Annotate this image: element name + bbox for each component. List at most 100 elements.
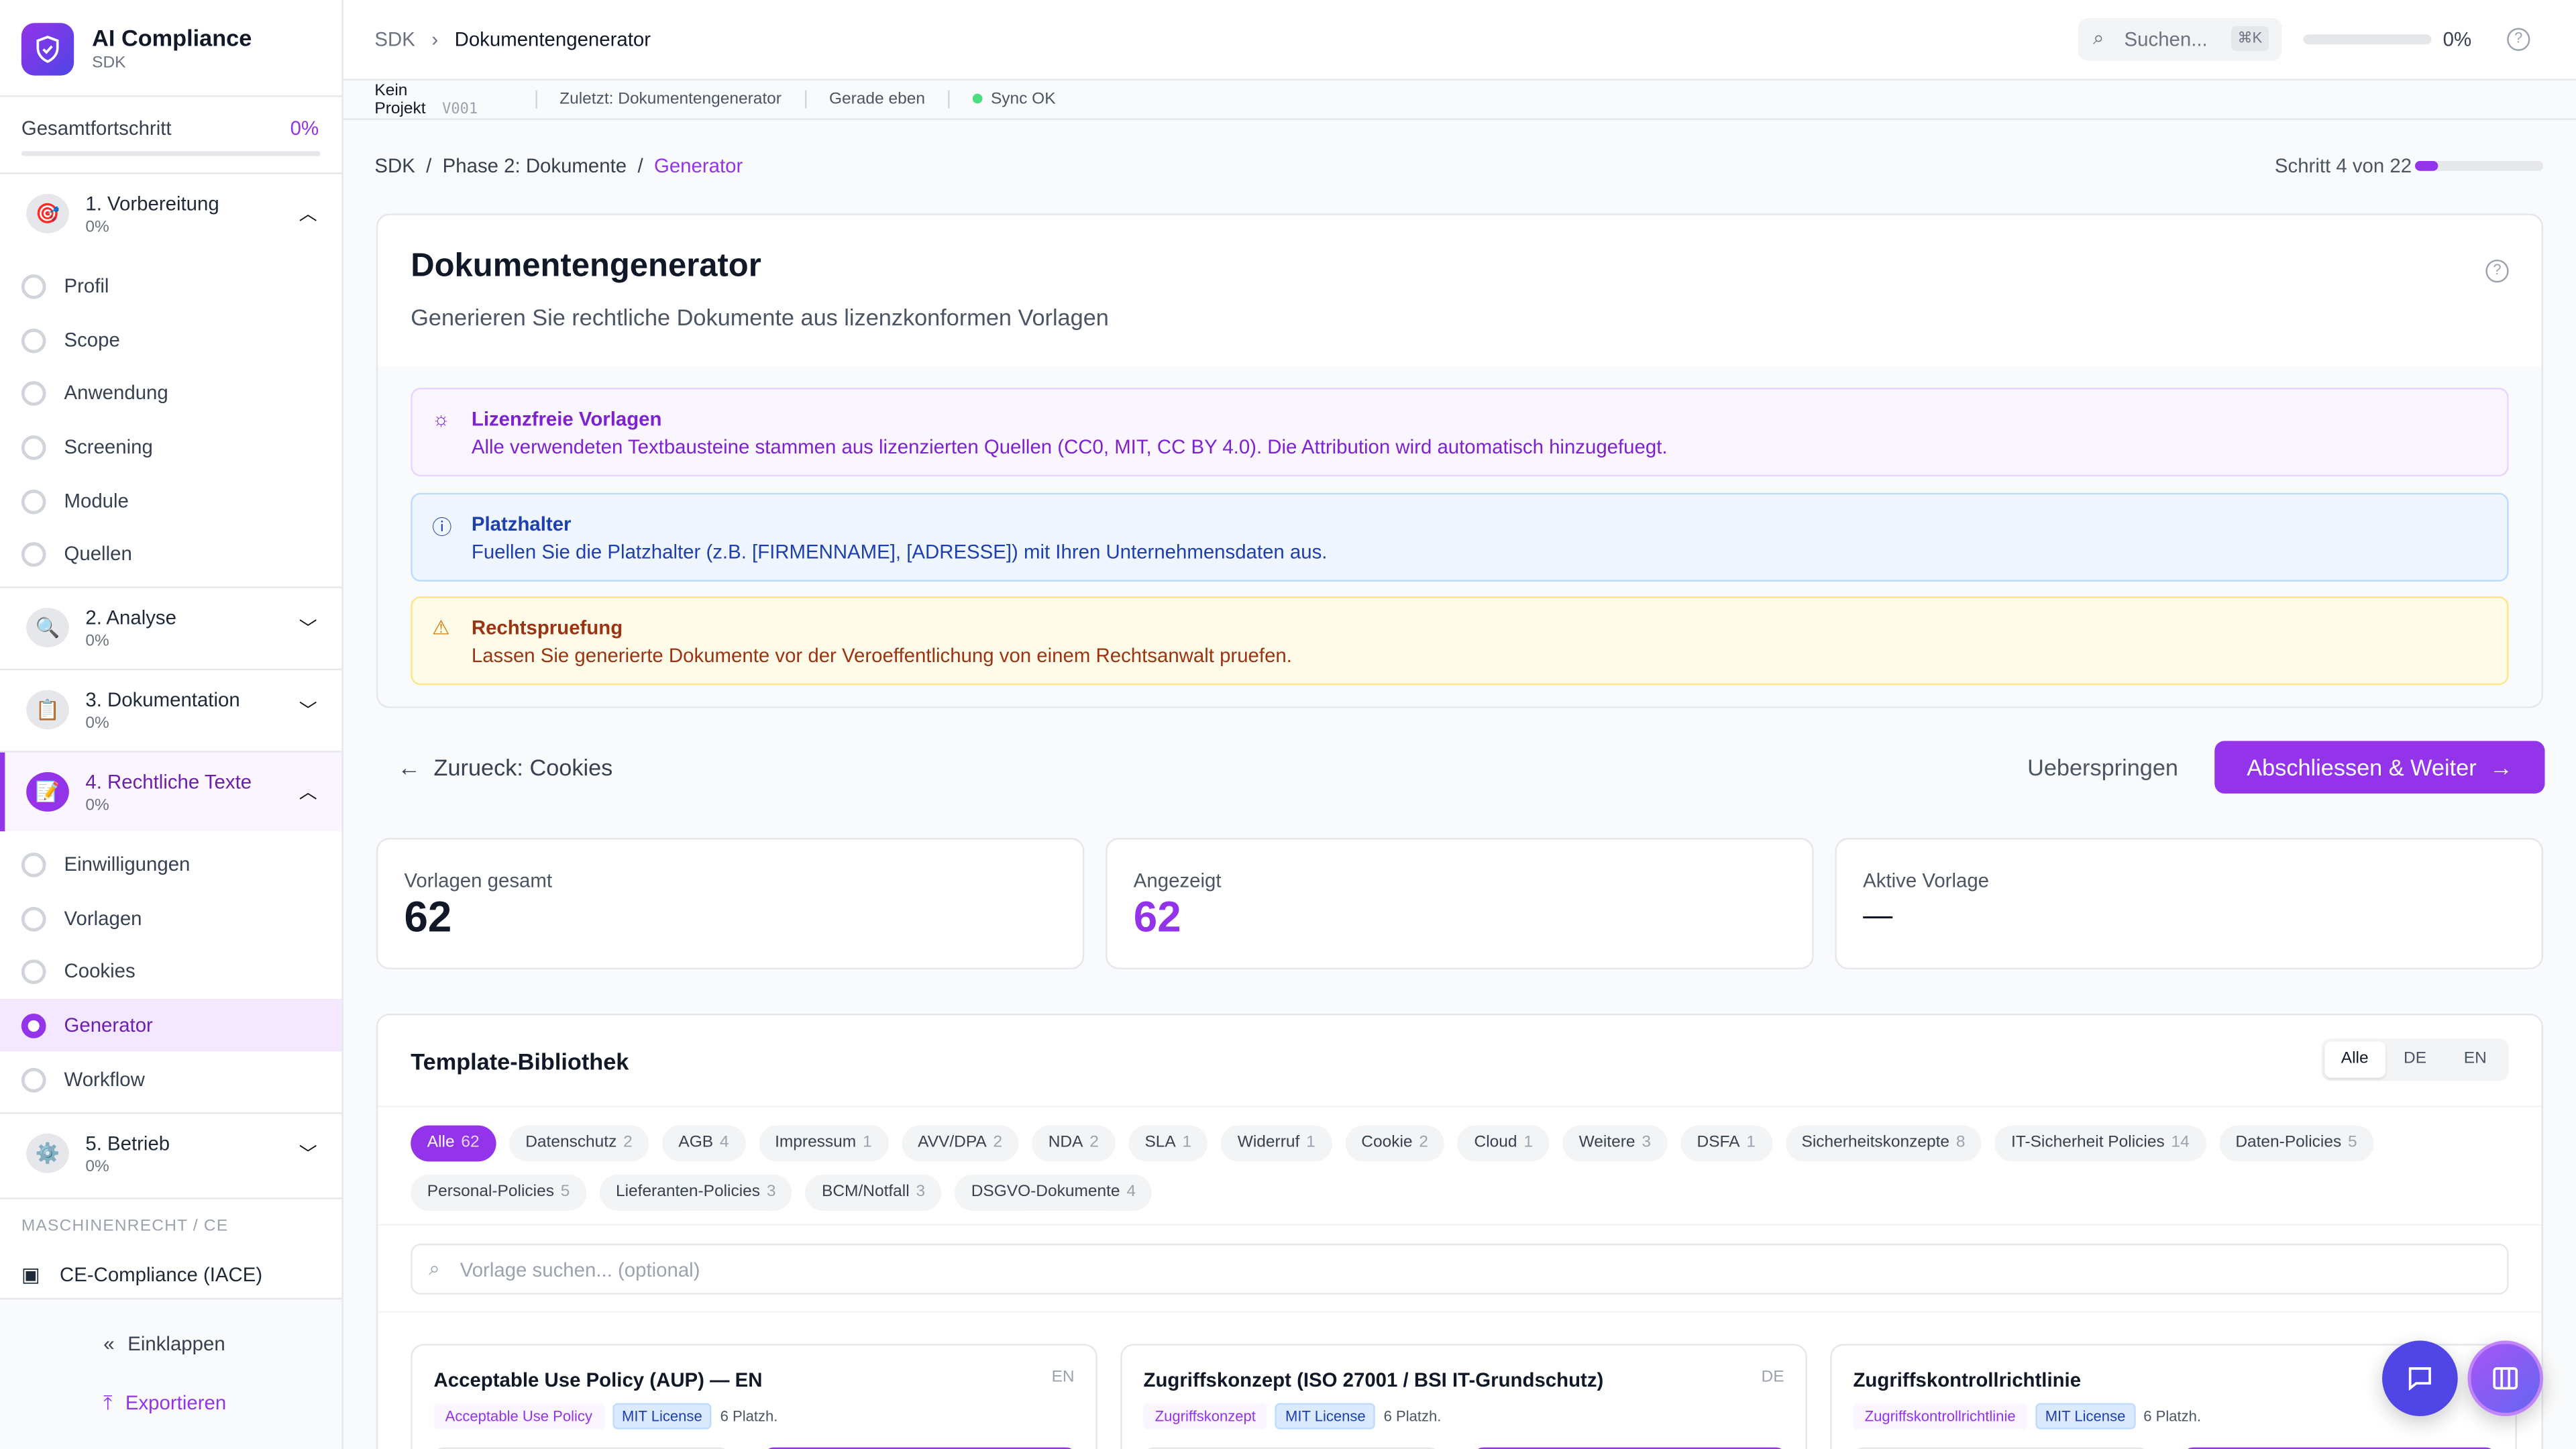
template-category-tag: Zugriffskonzept [1143, 1403, 1268, 1430]
template-card[interactable]: Zugriffskonzept (ISO 27001 / BSI IT-Grun… [1120, 1344, 1807, 1449]
sidebar-section-rechtliche-texte[interactable]: 📝 4. Rechtliche Texte 0% ︿ [0, 752, 342, 832]
clipboard-icon: 📋 [26, 690, 69, 730]
page-subtitle: Generieren Sie rechtliche Dokumente aus … [411, 304, 1109, 331]
category-chip[interactable]: Cookie 2 [1344, 1125, 1445, 1162]
category-chip[interactable]: DSFA 1 [1680, 1125, 1772, 1162]
chat-button[interactable] [2382, 1340, 2458, 1417]
sidebar-section-vorbereitung[interactable]: 🎯 1. Vorbereitung 0% ︿ [0, 174, 341, 254]
sidebar-item-ce-compliance[interactable]: ▣ CE-Compliance (IACE) [21, 1263, 263, 1287]
breadcrumb: SDK / Phase 2: Dokumente / Generator [374, 154, 743, 178]
sidebar-item-module[interactable]: Module [0, 475, 341, 527]
sidebar-item-anwendung[interactable]: Anwendung [0, 366, 341, 419]
placeholder-count: 6 Platzh. [2143, 1407, 2202, 1425]
search-icon: ⌕ [429, 1256, 440, 1280]
sidebar-item-generator[interactable]: Generator [0, 998, 342, 1052]
chevron-down-icon: ﹀ [299, 701, 317, 722]
category-chip[interactable]: Cloud 1 [1458, 1125, 1550, 1162]
use-template-button[interactable] [1473, 1447, 1786, 1449]
category-chip[interactable]: IT-Sicherheit Policies 14 [1994, 1125, 2206, 1162]
category-chip[interactable]: NDA 2 [1032, 1125, 1116, 1162]
template-card[interactable]: Acceptable Use Policy (AUP) — EN EN Accept… [411, 1344, 1097, 1449]
lang-en[interactable]: EN [2463, 1049, 2487, 1068]
skip-button[interactable]: Ueberspringen [2027, 754, 2178, 781]
category-chip[interactable]: Widerruf 1 [1221, 1125, 1332, 1162]
category-chip[interactable]: SLA 1 [1128, 1125, 1208, 1162]
export-button[interactable]: ⤒ Exportieren [103, 1391, 227, 1415]
search-icon: ⌕ [2093, 26, 2104, 50]
collapse-button[interactable]: «Einklappen [103, 1332, 225, 1356]
sidebar: AI Compliance SDK Gesamtfortschritt 0% 🎯… [0, 0, 343, 1449]
sidebar-item-einwilligungen[interactable]: Einwilligungen [0, 838, 341, 890]
template-title: Zugriffskontrollrichtlinie [1853, 1368, 2082, 1392]
columns-button[interactable] [2467, 1340, 2544, 1417]
step-indicator: Schritt 4 von 22 [2274, 154, 2412, 178]
circle-icon [21, 435, 46, 460]
category-chip[interactable]: BCM/Notfall 3 [805, 1175, 942, 1211]
sidebar-item-cookies[interactable]: Cookies [0, 945, 341, 997]
search-button[interactable]: ⌕ Suchen... ⌘K [2078, 17, 2282, 61]
category-chip[interactable]: DSGVO-Dokumente 4 [955, 1175, 1152, 1211]
chat-icon [2408, 1367, 2431, 1391]
arrow-left-icon: ← [397, 754, 421, 781]
sidebar-section-betrieb[interactable]: ⚙️ 5. Betrieb 0% ﹀ [0, 1114, 341, 1193]
overall-progress-label: Gesamtfortschritt [21, 116, 172, 140]
sidebar-item-scope[interactable]: Scope [0, 314, 341, 366]
gear-icon: ⚙️ [26, 1133, 69, 1173]
app-subtitle: SDK [92, 54, 126, 72]
category-chip[interactable]: Sicherheitskonzepte 8 [1784, 1125, 1982, 1162]
use-template-button[interactable] [2183, 1447, 2496, 1449]
circle-icon [21, 489, 46, 515]
memo-icon: 📝 [26, 772, 69, 812]
complete-next-button[interactable]: Abschliessen & Weiter → [2214, 741, 2545, 794]
back-button[interactable]: ← Zurueck: Cookies [397, 754, 613, 781]
circle-icon [21, 959, 46, 984]
sidebar-item-workflow[interactable]: Workflow [0, 1053, 341, 1106]
language-filter: Alle DE EN [2321, 1038, 2509, 1081]
category-chip[interactable]: Impressum 1 [758, 1125, 889, 1162]
stat-active-template: Aktive Vorlage — [1835, 837, 2544, 969]
library-title: Template-Bibliothek [411, 1048, 629, 1075]
top-progress-bar [2303, 34, 2432, 45]
sidebar-item-vorlagen[interactable]: Vorlagen [0, 892, 341, 945]
group-heading: MASCHINENRECHT / CE [21, 1217, 229, 1236]
category-chip[interactable]: Lieferanten-Policies 3 [599, 1175, 792, 1211]
overall-progress-value: 0% [290, 116, 319, 140]
template-title: Acceptable Use Policy (AUP) — EN [433, 1368, 763, 1392]
placeholder-count: 6 Platzh. [720, 1407, 778, 1425]
alert-placeholder: ⓘ Platzhalter Fuellen Sie die Platzhalter … [411, 492, 2509, 582]
overall-progress-bar [21, 151, 321, 156]
lang-all[interactable]: Alle [2324, 1041, 2385, 1078]
circle-icon [21, 381, 46, 406]
category-chip[interactable]: Alle 62 [411, 1125, 496, 1162]
category-chip[interactable]: Personal-Policies 5 [411, 1175, 586, 1211]
chevron-right-icon: › [431, 28, 439, 51]
use-template-button[interactable] [763, 1447, 1077, 1449]
circle-icon [21, 853, 46, 877]
circle-icon [21, 542, 46, 567]
step-progress-bar [2415, 161, 2544, 171]
sidebar-section-analyse[interactable]: 🔍 2. Analyse 0% ﹀ [0, 588, 341, 667]
chip-icon: ▣ [21, 1263, 40, 1287]
sidebar-item-profil[interactable]: Profil [0, 260, 341, 312]
template-search-input[interactable]: ⌕ Vorlage suchen... (optional) [411, 1243, 2509, 1295]
sidebar-item-screening[interactable]: Screening [0, 421, 341, 473]
category-chip[interactable]: AVV/DPA 2 [901, 1125, 1019, 1162]
breadcrumb-sdk[interactable]: SDK [374, 28, 415, 51]
category-chip[interactable]: Daten-Policies 5 [2218, 1125, 2374, 1162]
lang-de[interactable]: DE [2404, 1049, 2427, 1068]
help-icon[interactable]: ? [2485, 259, 2509, 283]
category-chip[interactable]: AGB 4 [661, 1125, 746, 1162]
arrow-right-icon: → [2489, 754, 2513, 781]
double-chevron-left-icon: « [103, 1332, 115, 1356]
sidebar-section-dokumentation[interactable]: 📋 3. Dokumentation 0% ﹀ [0, 670, 341, 749]
help-icon[interactable]: ? [2507, 28, 2530, 51]
stat-total: Vorlagen gesamt 62 [376, 837, 1085, 969]
sidebar-item-quellen[interactable]: Quellen [0, 527, 341, 580]
category-chip[interactable]: Datenschutz 2 [508, 1125, 649, 1162]
top-progress-value: 0% [2443, 28, 2472, 51]
stat-shown: Angezeigt 62 [1106, 837, 1814, 969]
category-chip[interactable]: Weitere 3 [1562, 1125, 1668, 1162]
warning-icon: ⚠ [432, 616, 450, 639]
top-breadcrumb: SDK › Dokumentengenerator [374, 28, 651, 51]
placeholder-count: 6 Platzh. [1383, 1407, 1442, 1425]
